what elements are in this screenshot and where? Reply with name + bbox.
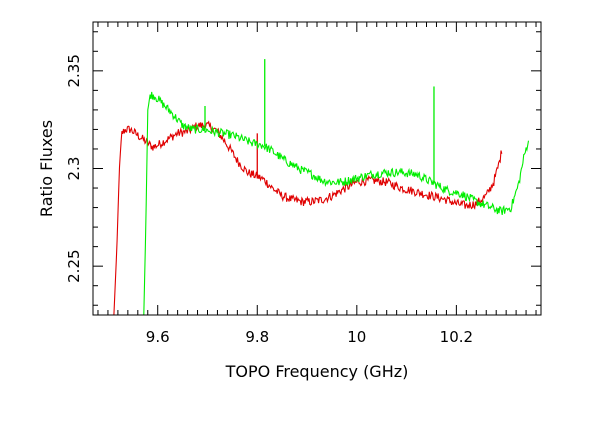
plot-frame xyxy=(92,21,542,316)
series-line-green xyxy=(143,91,530,315)
x-axis-title: TOPO Frequency (GHz) xyxy=(225,362,409,381)
series-layer xyxy=(113,59,530,315)
y-axis-title: Ratio Fluxes xyxy=(37,120,56,217)
y-tick-label: 2.25 xyxy=(65,249,83,282)
tick-labels-layer: 9.6 9.8 10 10.2 2.25 2.3 2.35 xyxy=(65,54,473,346)
x-tick-label: 10.2 xyxy=(440,328,473,346)
y-tick-label: 2.35 xyxy=(65,54,83,87)
x-tick-label: 10 xyxy=(347,328,366,346)
series-line-red xyxy=(113,120,503,315)
ticks-layer xyxy=(93,22,541,315)
x-tick-label: 9.6 xyxy=(146,328,170,346)
x-tick-label: 9.8 xyxy=(245,328,269,346)
y-tick-label: 2.3 xyxy=(65,157,83,181)
